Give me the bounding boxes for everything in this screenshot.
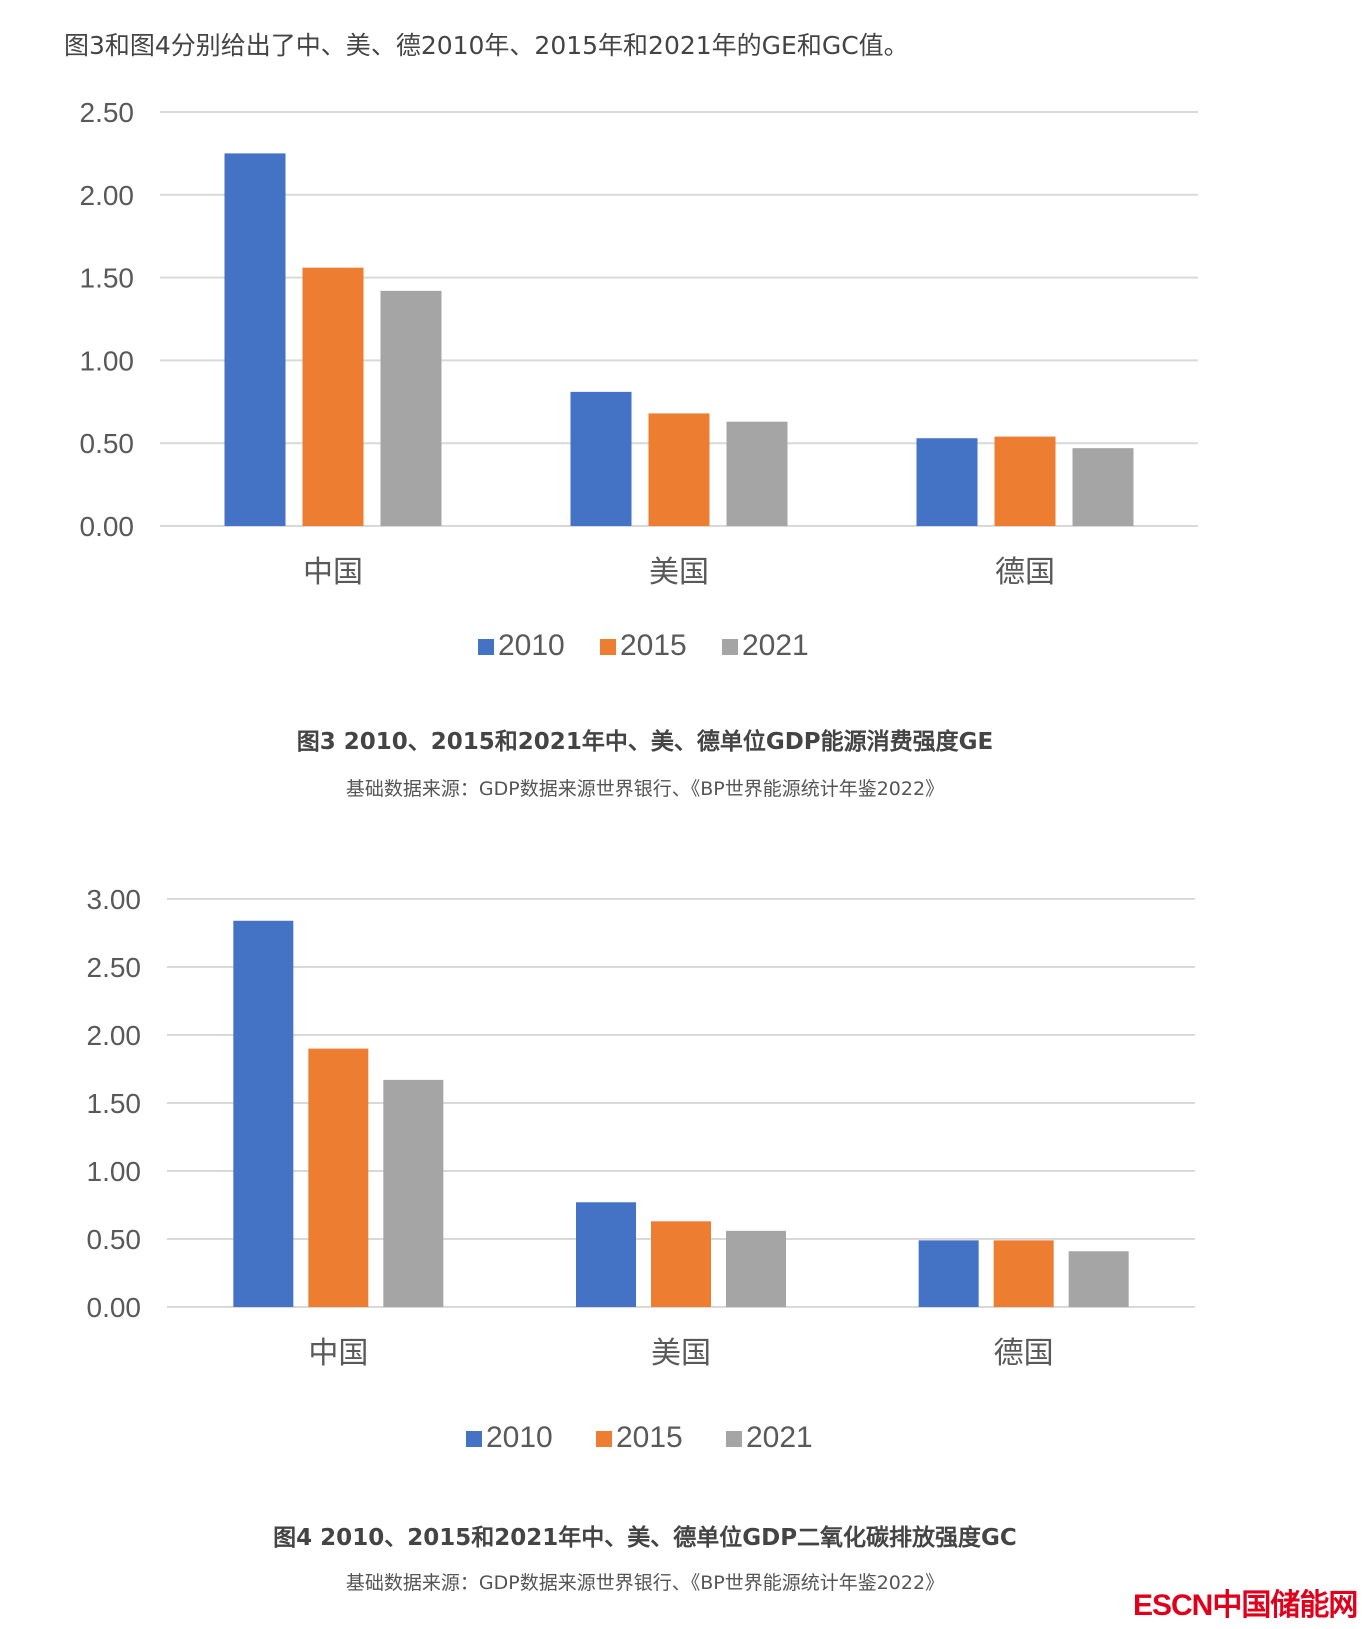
bar-2015-0 (308, 1048, 369, 1307)
legend-label: 2021 (742, 629, 809, 662)
chart-ge-source: 基础数据来源：GDP数据来源世界银行、《BP世界能源统计年鉴2022》 (345, 778, 945, 800)
legend-label: 2010 (498, 629, 565, 662)
chart-gc-source: 基础数据来源：GDP数据来源世界银行、《BP世界能源统计年鉴2022》 (345, 1572, 945, 1594)
y-tick-label: 1.00 (87, 1156, 142, 1187)
legend-label: 2021 (746, 1421, 813, 1454)
y-tick-label: 3.00 (87, 884, 142, 915)
chart-gc-caption: 图4 2010、2015和2021年中、美、德单位GDP二氧化碳排放强度GC (273, 1525, 1017, 1551)
bar-2015-2 (993, 1240, 1054, 1307)
bar-2010-0 (224, 153, 286, 526)
y-tick-label: 0.00 (87, 1292, 142, 1323)
bar-2015-1 (651, 1221, 711, 1307)
legend-swatch (466, 1431, 482, 1447)
legend-label: 2015 (616, 1421, 683, 1454)
legend-swatch (596, 1431, 612, 1447)
y-tick-label: 0.50 (87, 1224, 142, 1255)
y-tick-label: 0.50 (80, 428, 135, 459)
x-category-label: 美国 (649, 555, 709, 590)
y-tick-label: 1.00 (80, 345, 135, 376)
y-tick-label: 2.50 (87, 952, 142, 983)
bar-2021-2 (1068, 1251, 1129, 1307)
y-tick-label: 0.00 (80, 511, 135, 542)
bar-2021-0 (383, 1079, 444, 1307)
bar-2010-2 (916, 438, 978, 526)
x-category-label: 美国 (651, 1336, 711, 1371)
bar-2021-0 (380, 290, 442, 526)
legend-swatch (478, 639, 494, 655)
bar-2010-2 (918, 1240, 979, 1307)
x-category-label: 德国 (994, 1336, 1054, 1371)
bar-2015-0 (302, 267, 364, 526)
y-tick-label: 2.50 (80, 97, 135, 128)
x-category-label: 德国 (995, 555, 1055, 590)
escn-logo: ESCN中国储能网 (1133, 1589, 1358, 1622)
bar-2015-2 (994, 436, 1056, 526)
bar-2021-2 (1072, 448, 1134, 526)
legend-swatch (600, 639, 616, 655)
bar-2021-1 (726, 1230, 786, 1307)
legend-swatch (722, 639, 738, 655)
chart-gc: 0.00 0.50 1.00 1.50 2.00 2.50 3.00 中国 美国 德国 2010 20… (87, 884, 1195, 1454)
legend-swatch (726, 1431, 742, 1447)
legend-label: 2015 (620, 629, 687, 662)
y-tick-label: 2.00 (87, 1020, 142, 1051)
legend-label: 2010 (486, 1421, 553, 1454)
y-tick-label: 1.50 (80, 263, 135, 294)
chart-ge: 0.00 0.50 1.00 1.50 2.00 2.50 中国 美国 德国 2010 2015 20… (80, 97, 1198, 662)
bar-2010-1 (576, 1202, 636, 1307)
intro-text: 图3和图4分别给出了中、美、德2010年、2015年和2021年的GE和GC值。 (64, 31, 909, 60)
bar-2010-0 (233, 920, 294, 1307)
chart-ge-caption: 图3 2010、2015和2021年中、美、德单位GDP能源消费强度GE (296, 729, 994, 755)
bar-2015-1 (648, 413, 710, 526)
bar-2021-1 (726, 421, 788, 526)
y-tick-label: 1.50 (87, 1088, 142, 1119)
bar-2010-1 (570, 391, 632, 526)
x-category-label: 中国 (308, 1336, 368, 1371)
y-tick-label: 2.00 (80, 180, 135, 211)
x-category-label: 中国 (303, 555, 363, 590)
